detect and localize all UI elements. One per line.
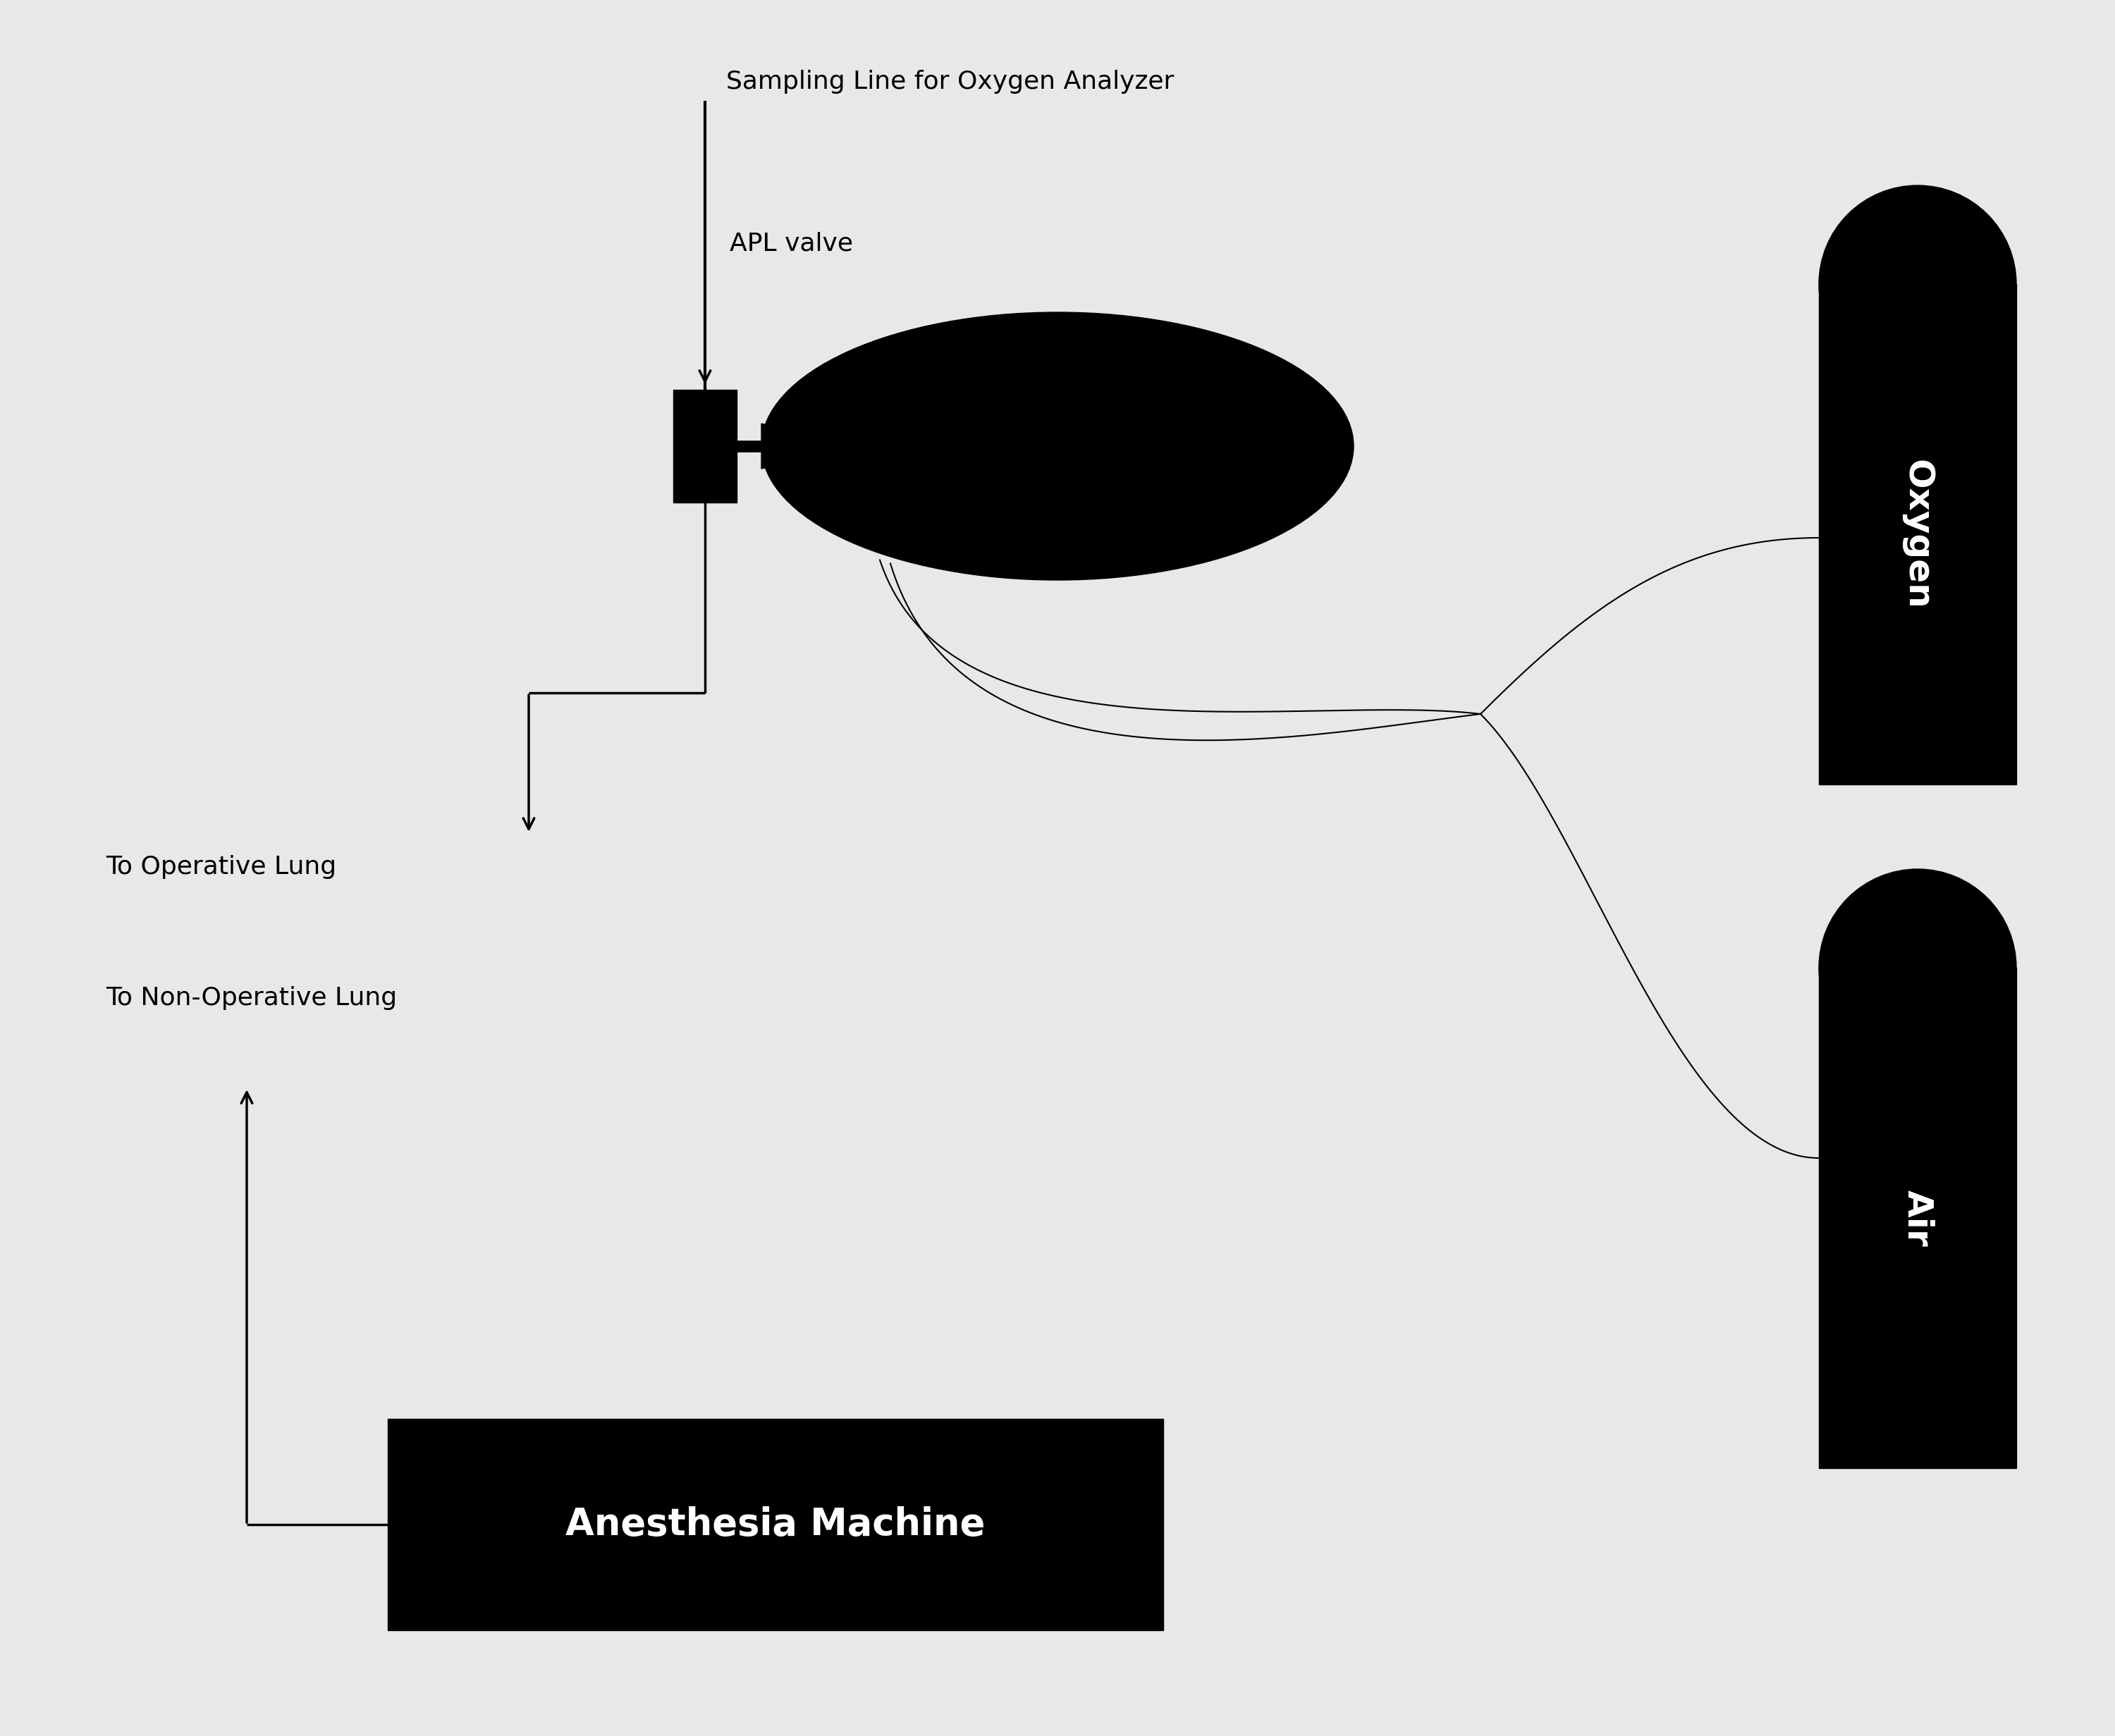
Polygon shape xyxy=(761,424,825,469)
Ellipse shape xyxy=(1819,186,2016,382)
Text: APL valve: APL valve xyxy=(730,233,852,255)
Text: To Non-Operative Lung: To Non-Operative Lung xyxy=(106,986,398,1010)
Bar xyxy=(1819,967,2016,1469)
Text: To Operative Lung: To Operative Lung xyxy=(106,854,336,878)
Bar xyxy=(1819,285,2016,785)
Text: Anesthesia Machine: Anesthesia Machine xyxy=(565,1507,986,1543)
Ellipse shape xyxy=(1819,870,2016,1066)
Ellipse shape xyxy=(761,312,1354,580)
Text: Air: Air xyxy=(1901,1189,1935,1246)
Bar xyxy=(673,391,736,502)
Bar xyxy=(387,1418,1163,1630)
Text: Oxygen: Oxygen xyxy=(1901,460,1935,609)
Text: Sampling Line for Oxygen Analyzer: Sampling Line for Oxygen Analyzer xyxy=(725,69,1174,94)
